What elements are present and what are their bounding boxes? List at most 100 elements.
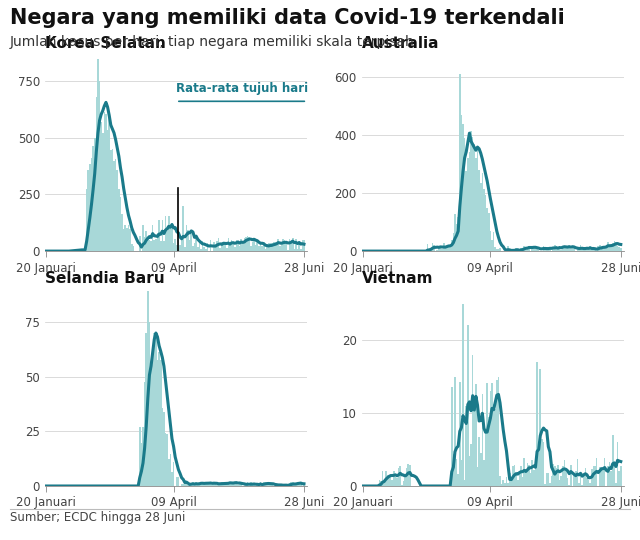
Bar	[182, 484, 184, 486]
Bar	[83, 249, 84, 251]
Bar	[171, 472, 173, 486]
Bar	[392, 480, 393, 486]
Bar	[232, 482, 234, 486]
Bar	[264, 249, 266, 251]
Bar	[188, 230, 189, 251]
Bar	[544, 247, 546, 251]
Bar	[291, 482, 292, 486]
Bar	[594, 250, 596, 251]
Bar	[189, 240, 191, 251]
Bar	[200, 249, 202, 251]
Bar	[110, 150, 111, 251]
Bar	[611, 245, 612, 251]
Bar	[498, 249, 499, 251]
Bar	[599, 467, 601, 486]
Bar	[427, 244, 428, 251]
Bar	[147, 291, 148, 486]
Bar	[481, 394, 483, 486]
Bar	[289, 483, 291, 486]
Bar	[483, 189, 484, 251]
Bar	[297, 483, 298, 486]
Bar	[538, 249, 540, 251]
Bar	[583, 248, 584, 251]
Bar	[556, 246, 557, 251]
Bar	[271, 244, 273, 251]
Bar	[398, 468, 399, 486]
Bar	[562, 246, 564, 251]
Bar	[522, 249, 524, 251]
Bar	[543, 442, 544, 486]
Bar	[164, 215, 166, 251]
Bar	[474, 404, 475, 486]
Bar	[229, 482, 231, 486]
Bar	[73, 250, 75, 251]
Bar	[257, 485, 258, 486]
Bar	[194, 244, 195, 251]
Bar	[554, 246, 556, 251]
Bar	[428, 249, 430, 251]
Bar	[481, 173, 483, 251]
Bar	[498, 377, 499, 486]
Bar	[380, 481, 381, 486]
Bar	[104, 112, 105, 251]
Bar	[388, 477, 390, 486]
Bar	[493, 232, 495, 251]
Bar	[295, 485, 297, 486]
Bar	[604, 247, 605, 251]
Bar	[86, 189, 88, 251]
Bar	[273, 242, 274, 251]
Bar	[161, 220, 163, 251]
Bar	[531, 460, 533, 486]
Bar	[197, 484, 198, 486]
Bar	[604, 458, 605, 486]
Bar	[499, 476, 501, 486]
Bar	[568, 485, 570, 486]
Bar	[404, 478, 406, 486]
Bar	[276, 245, 277, 251]
Bar	[157, 360, 158, 486]
Bar	[160, 361, 161, 486]
Bar	[204, 247, 205, 251]
Bar	[601, 469, 602, 486]
Bar	[95, 97, 97, 251]
Bar	[491, 240, 493, 251]
Bar	[224, 244, 226, 251]
Bar	[591, 469, 593, 486]
Bar	[385, 471, 387, 486]
Bar	[381, 471, 383, 486]
Bar	[298, 243, 300, 251]
Bar	[236, 240, 237, 251]
Bar	[467, 326, 468, 486]
Bar	[227, 484, 229, 486]
Bar	[556, 468, 557, 486]
Bar	[214, 247, 216, 251]
Bar	[536, 362, 538, 486]
Bar	[115, 159, 116, 251]
Bar	[144, 382, 145, 486]
Bar	[536, 249, 538, 251]
Bar	[252, 242, 253, 251]
Bar	[458, 475, 459, 486]
Bar	[580, 474, 581, 486]
Bar	[118, 189, 120, 251]
Bar	[475, 384, 477, 486]
Bar	[129, 230, 131, 251]
Bar	[467, 158, 468, 251]
Bar	[583, 476, 584, 486]
Bar	[446, 246, 448, 251]
Bar	[618, 471, 620, 486]
Bar	[456, 458, 458, 486]
Bar	[232, 241, 234, 251]
Bar	[409, 465, 411, 486]
Bar	[128, 225, 129, 251]
Bar	[383, 481, 385, 486]
Bar	[548, 473, 549, 486]
Bar	[202, 241, 204, 251]
Bar	[241, 484, 242, 486]
Text: C: C	[614, 519, 622, 529]
Bar	[285, 241, 287, 251]
Bar	[609, 462, 611, 486]
Bar	[70, 250, 72, 251]
Bar	[163, 241, 164, 251]
Bar	[244, 238, 245, 251]
